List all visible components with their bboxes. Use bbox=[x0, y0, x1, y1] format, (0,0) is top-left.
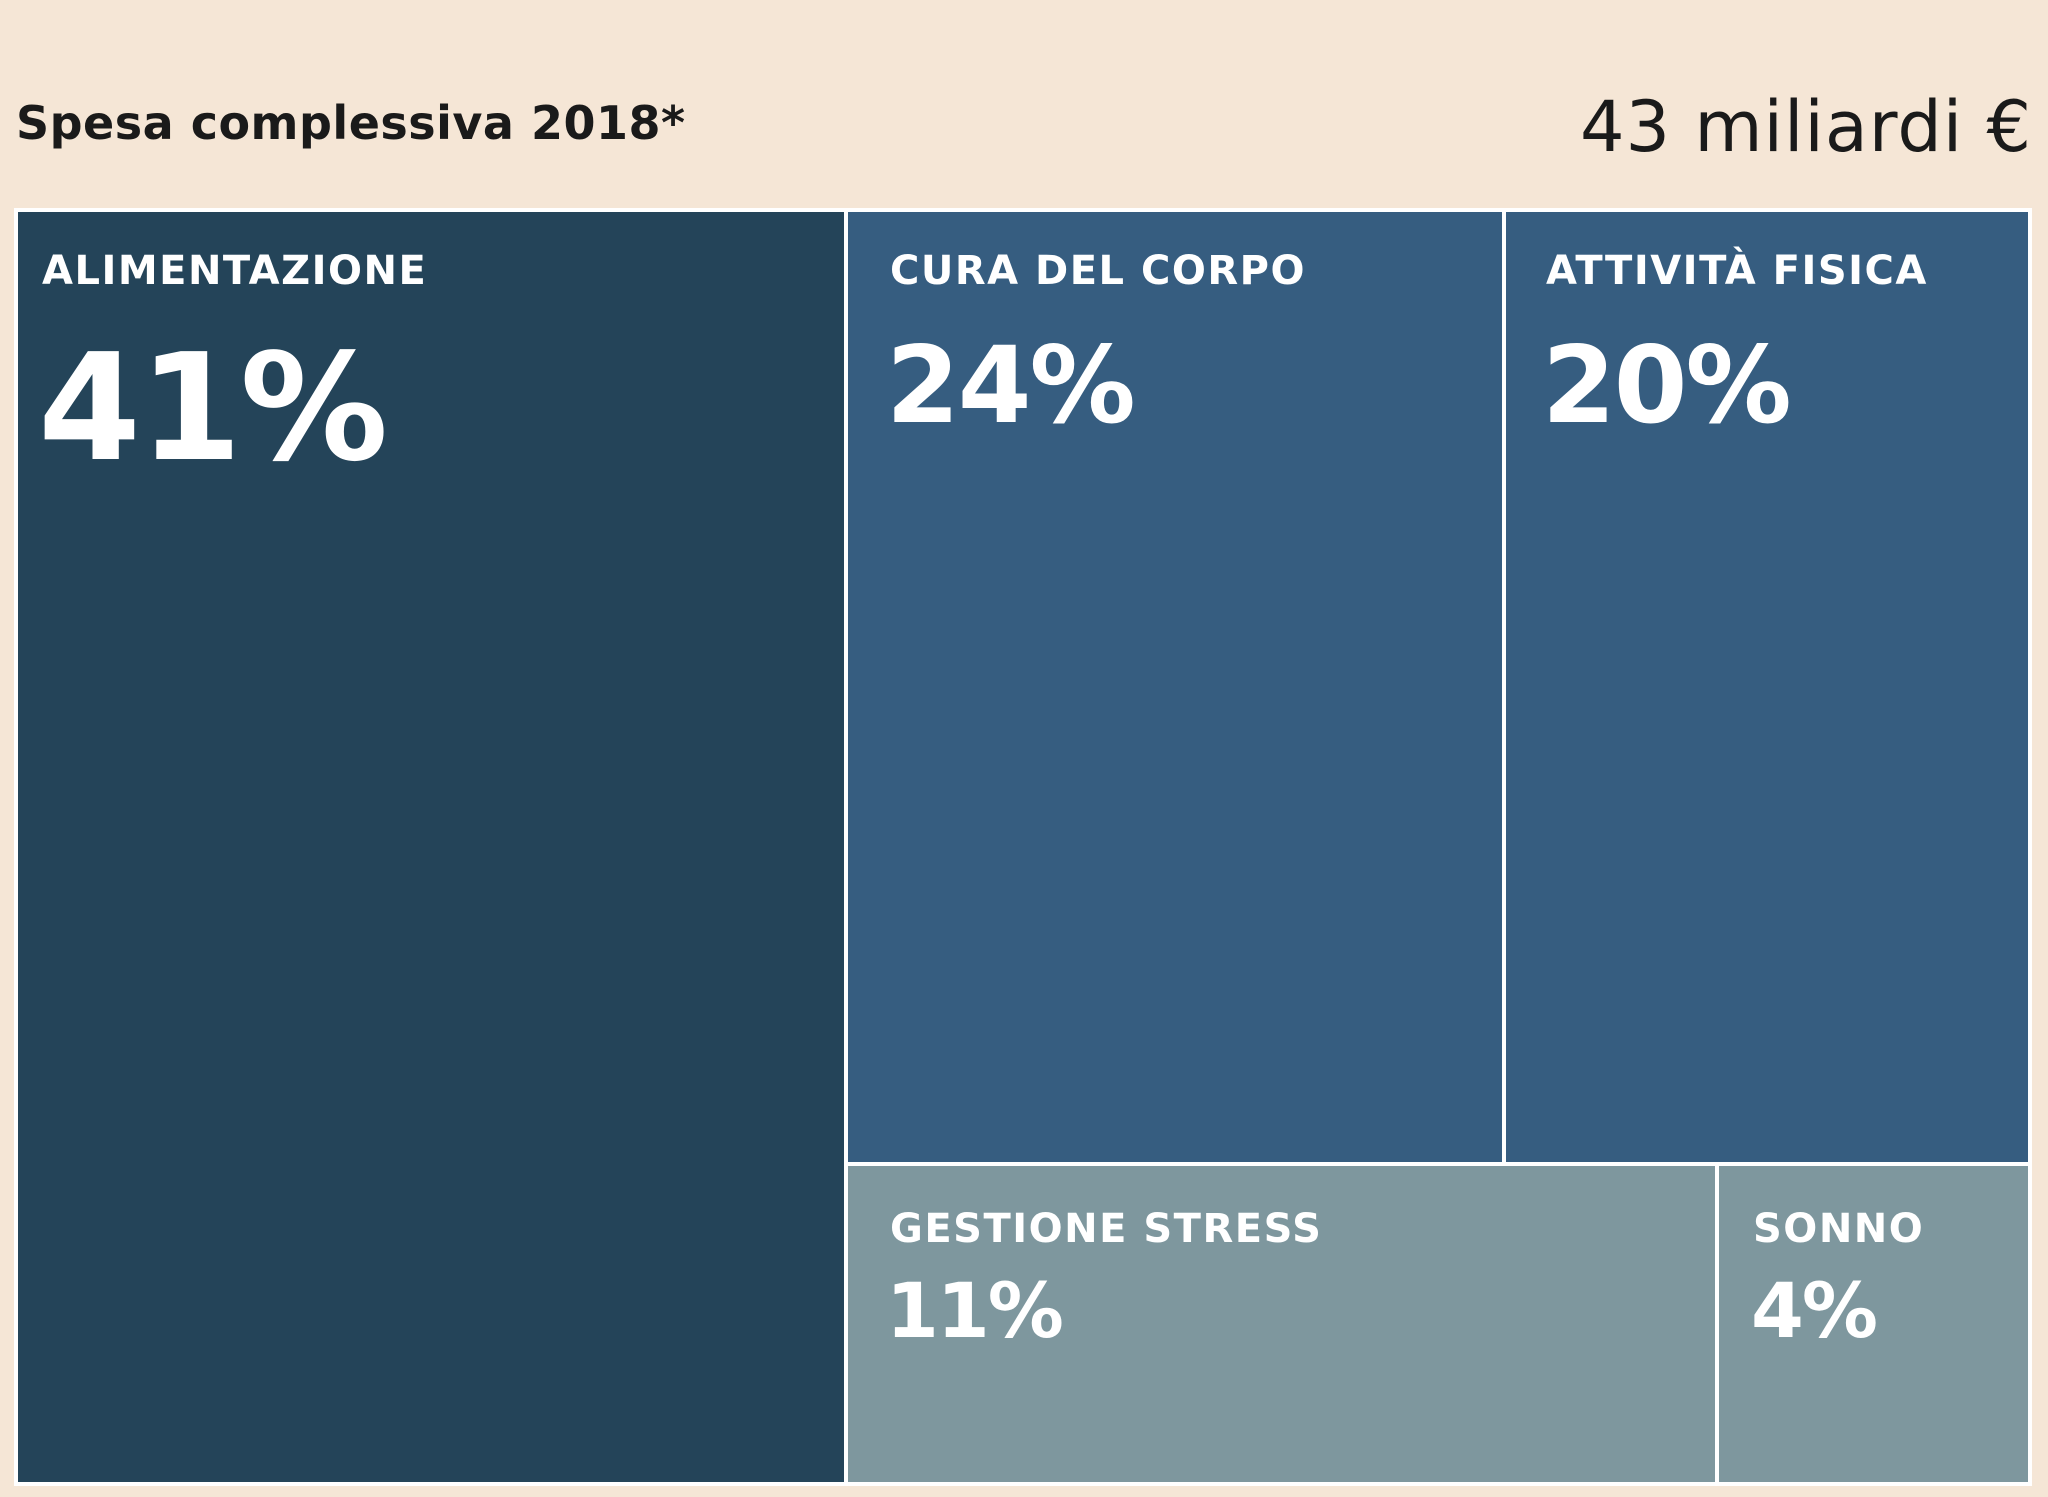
chart-title: Spesa complessiva 2018* bbox=[16, 96, 686, 150]
treemap-cell-attivita-fisica: ATTIVITÀ FISICA 20% bbox=[1506, 212, 2028, 1162]
cell-label-sonno: SONNO bbox=[1753, 1206, 1925, 1252]
treemap-cell-gestione-stress: GESTIONE STRESS 11% bbox=[848, 1166, 1715, 1482]
treemap-cell-sonno: SONNO 4% bbox=[1719, 1166, 2028, 1482]
cell-value-gestione-stress: 11% bbox=[886, 1266, 1064, 1355]
cell-label-alimentazione: ALIMENTAZIONE bbox=[42, 248, 428, 294]
cell-value-cura-del-corpo: 24% bbox=[886, 324, 1136, 447]
cell-value-attivita-fisica: 20% bbox=[1542, 324, 1792, 447]
cell-value-sonno: 4% bbox=[1751, 1266, 1878, 1355]
total-amount: 43 miliardi € bbox=[1580, 86, 2032, 168]
cell-label-gestione-stress: GESTIONE STRESS bbox=[890, 1206, 1323, 1252]
treemap-cell-alimentazione: ALIMENTAZIONE 41% bbox=[18, 212, 844, 1482]
cell-label-attivita-fisica: ATTIVITÀ FISICA bbox=[1546, 248, 1928, 294]
cell-label-cura-del-corpo: CURA DEL CORPO bbox=[890, 248, 1306, 294]
cell-value-alimentazione: 41% bbox=[38, 322, 388, 494]
treemap-cell-cura-del-corpo: CURA DEL CORPO 24% bbox=[848, 212, 1502, 1162]
treemap-chart: ALIMENTAZIONE 41% CURA DEL CORPO 24% ATT… bbox=[14, 208, 2032, 1486]
